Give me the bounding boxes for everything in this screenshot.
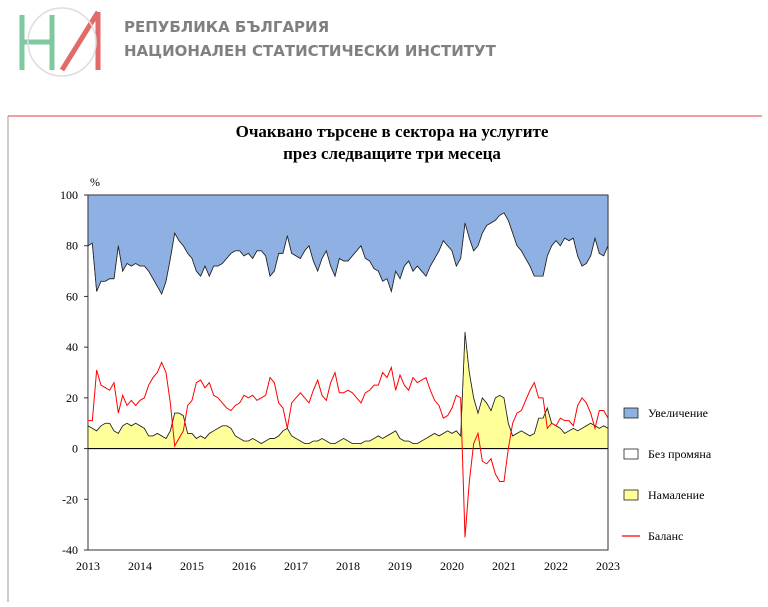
logo-mark <box>59 10 101 72</box>
legend-label: Увеличение <box>648 406 708 420</box>
header-line: РЕПУБЛИКА БЪЛГАРИЯ <box>124 18 329 36</box>
logo <box>19 7 101 77</box>
x-tick-label: 2022 <box>544 559 568 573</box>
area <box>87 194 609 295</box>
legend-label: Намаление <box>648 488 704 502</box>
x-tick-label: 2018 <box>336 559 360 573</box>
y-tick-label: 60 <box>66 289 78 303</box>
x-tick-label: 2023 <box>596 559 620 573</box>
x-tick-label: 2016 <box>232 559 256 573</box>
x-tick-label: 2020 <box>440 559 464 573</box>
y-tick-label: 100 <box>60 188 78 202</box>
x-tick-label: 2015 <box>180 559 204 573</box>
x-tick-label: 2017 <box>284 559 308 573</box>
y-tick-label: 0 <box>72 442 78 456</box>
chart-subtitle: през следващите три месеца <box>283 144 501 163</box>
y-tick-label: -40 <box>62 543 78 557</box>
logo-mark <box>19 15 55 70</box>
x-tick-label: 2019 <box>388 559 412 573</box>
legend-label: Баланс <box>648 529 683 543</box>
legend-swatch <box>623 407 639 419</box>
x-tick-label: 2014 <box>128 559 152 573</box>
header-line: НАЦИОНАЛЕН СТАТИСТИЧЕСКИ ИНСТИТУТ <box>124 42 497 60</box>
x-tick-label: 2013 <box>76 559 100 573</box>
logo-ring <box>27 7 97 77</box>
y-tick-label: 80 <box>66 239 78 253</box>
x-tick-label: 2021 <box>492 559 516 573</box>
y-tick-label: 40 <box>66 340 78 354</box>
legend-label: Без промяна <box>648 447 712 461</box>
y-axis-label: % <box>90 175 100 189</box>
legend-swatch <box>623 448 639 460</box>
legend-swatch <box>623 489 639 501</box>
balance-line <box>88 361 609 538</box>
chart-title: Очаквано търсене в сектора на услугите <box>236 122 549 141</box>
y-tick-label: -20 <box>62 492 78 506</box>
y-tick-label: 20 <box>66 391 78 405</box>
